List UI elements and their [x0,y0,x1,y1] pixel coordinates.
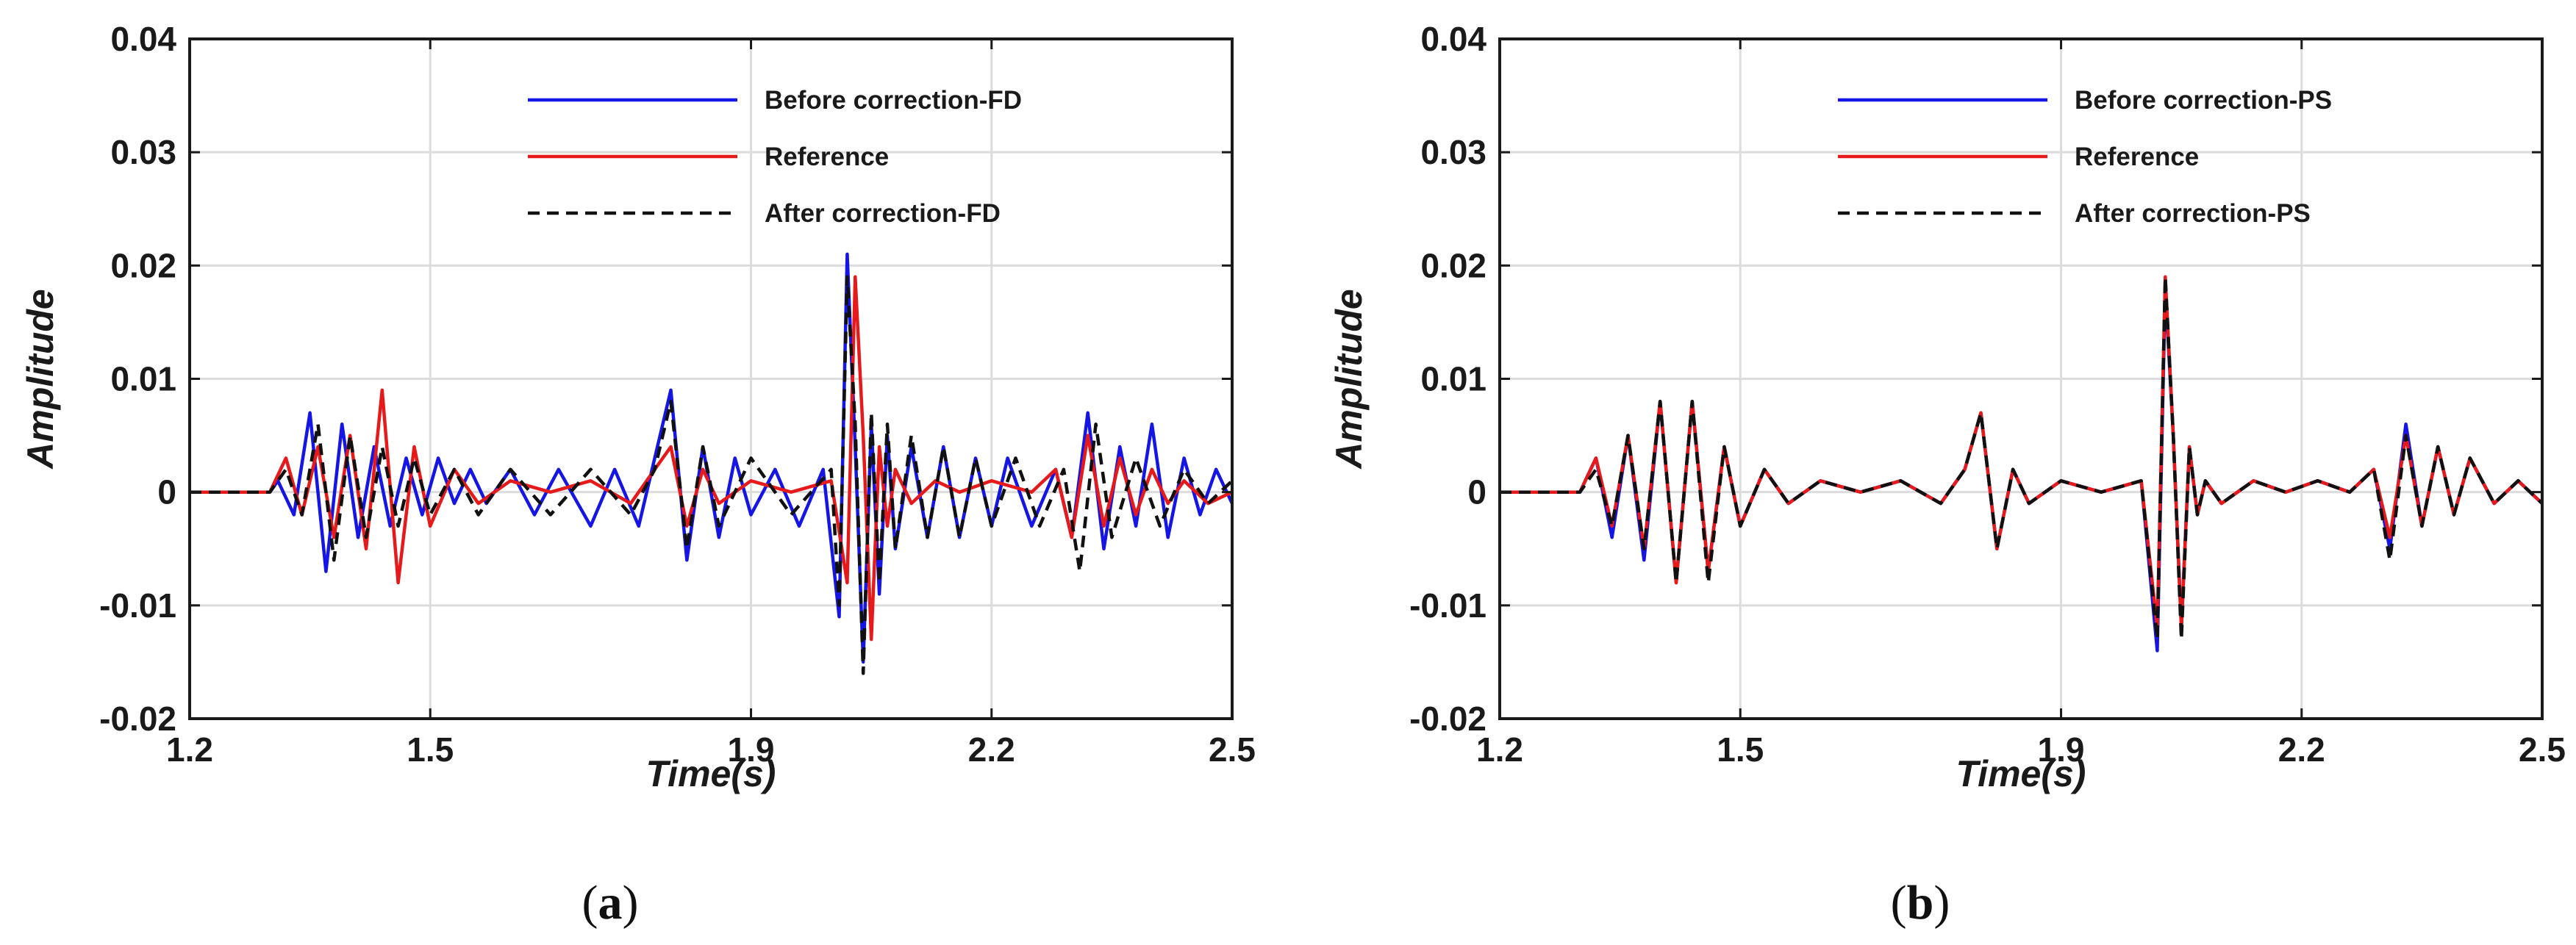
panel-a: 1.2 1.5 1.9 2.2 2.5 -0.02 -0.01 0 0.01 0.02 0.03 0.… [20,20,1256,930]
y-tick-label: 0.01 [110,360,176,398]
x-tick-label: 2.5 [1209,730,1256,769]
caption-close-paren: ) [1933,876,1950,930]
caption-close-paren: ) [623,876,639,930]
legend-entry-0: Before correction-FD [765,86,1022,115]
series-line-2 [190,275,1232,675]
legend-entry-1: Reference [765,143,889,171]
x-tick-label: 2.2 [2278,730,2325,769]
x-axis-label: Time(s) [1956,753,2086,794]
y-tick-label: 0.04 [110,20,176,58]
caption-open-paren: ( [1891,876,1907,930]
y-tick-label: 0.04 [1420,20,1486,58]
y-tick-label: 0.02 [1420,246,1486,284]
y-axis-label: Amplitude [20,289,61,470]
y-tick-label: 0.03 [110,133,176,171]
panel-caption: (a) [582,876,639,930]
series-line-2 [1500,275,2542,642]
y-tick-label: -0.02 [1409,700,1486,738]
y-tick-label: 0.02 [110,246,176,284]
x-tick-label: 1.9 [728,730,775,769]
caption-letter: a [598,876,623,930]
series-line-1 [190,275,1232,642]
y-tick-label: 0 [157,473,176,511]
x-tick-label: 1.9 [2038,730,2085,769]
caption-letter: b [1907,876,1934,930]
legend-entry-1: Reference [2075,143,2199,171]
y-tick-label: 0.03 [1420,133,1486,171]
legend: Before correction-PS Reference After corre… [1838,86,2332,228]
legend-entry-2: After correction-PS [2075,199,2311,228]
y-tick-label: 0.01 [1420,360,1486,398]
y-tick-label: -0.01 [1409,586,1486,625]
x-tick-label: 1.2 [1476,730,1523,769]
caption-open-paren: ( [582,876,598,930]
x-tick-label: 1.5 [407,730,454,769]
x-axis-label: Time(s) [646,753,776,794]
x-tick-label: 1.2 [166,730,213,769]
y-axis-label: Amplitude [1328,289,1370,470]
y-tick-label: -0.02 [99,700,176,738]
legend: Before correction-FD Reference After corre… [528,86,1022,228]
legend-entry-2: After correction-FD [765,199,1001,228]
y-tick-label: 0 [1467,473,1486,511]
series-group [1500,275,2542,653]
x-tick-label: 2.2 [968,730,1015,769]
panel-caption: (b) [1891,876,1950,930]
panel-b: 1.2 1.5 1.9 2.2 2.5 -0.02 -0.01 0 0.01 0.02 0.03 0.… [1328,20,2566,930]
x-tick-label: 2.5 [2519,730,2566,769]
y-tick-label: -0.01 [99,586,176,625]
series-group [190,252,1232,675]
legend-entry-0: Before correction-PS [2075,86,2332,115]
x-tick-label: 1.5 [1717,730,1764,769]
